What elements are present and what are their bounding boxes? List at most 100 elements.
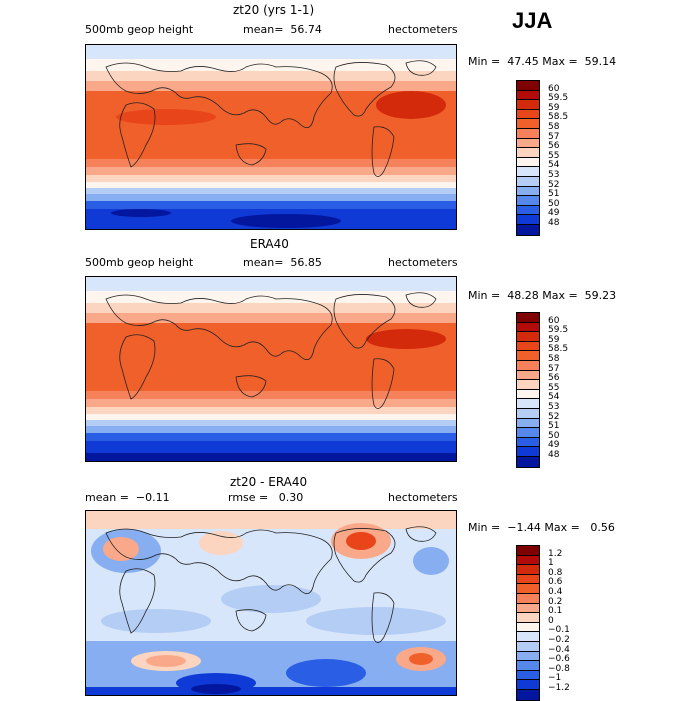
colorbar-label: −1	[548, 673, 562, 684]
colorbar-label: 60	[548, 315, 560, 326]
colorbar-cell	[517, 603, 539, 614]
colorbar-cell	[517, 205, 539, 216]
map-panel	[85, 276, 457, 462]
colorbar-cell	[517, 90, 539, 101]
colorbar-cell	[517, 622, 539, 633]
colorbar-label: 51	[548, 421, 560, 432]
minmax-label: Min = 48.28 Max = 59.23	[468, 289, 617, 302]
colorbar-cell	[517, 128, 539, 139]
colorbar-label: −0.1	[548, 625, 570, 636]
colorbar-cell	[517, 389, 539, 400]
colorbar-label: 0.4	[548, 587, 563, 597]
colorbar-label: 0.6	[548, 577, 563, 588]
band-midlat-north	[86, 71, 456, 81]
colorbar-cell	[517, 341, 539, 352]
colorbar-cell	[517, 360, 539, 371]
mean-label: mean = −0.11	[85, 491, 170, 504]
colorbar-cell	[517, 418, 539, 429]
minmax-label: Min = 47.45 Max = 59.14	[468, 55, 617, 68]
colorbar-label: 48	[548, 450, 560, 460]
colorbar-cell	[517, 138, 539, 149]
colorbar-label: −0.6	[548, 654, 570, 665]
colorbar-cell	[517, 148, 539, 158]
colorbar-label: 58.5	[548, 112, 569, 123]
colorbar-cell	[517, 186, 539, 197]
colorbar-label: 0.1	[548, 606, 563, 617]
colorbar-label: −1.2	[548, 683, 570, 693]
colorbar-label: 50	[548, 198, 560, 209]
colorbar-cell	[517, 224, 539, 235]
colorbar-label: 49	[548, 208, 560, 219]
colorbar-label: 52	[548, 411, 560, 422]
field-label: 500mb geop height	[85, 23, 194, 36]
colorbar-cell	[517, 351, 539, 361]
colorbar-label: 53	[548, 402, 560, 412]
band-b	[86, 182, 456, 188]
colorbar-cell	[517, 215, 539, 225]
colorbar-cell	[517, 670, 539, 681]
mean-label: mean= 56.85	[243, 256, 322, 269]
map-panel	[85, 510, 457, 696]
colorbar-cell	[517, 81, 539, 91]
colorbar-label: 57	[548, 131, 560, 142]
colorbar-label: 59	[548, 334, 560, 345]
colorbar-cell	[517, 555, 539, 566]
mean-label: mean= 56.74	[243, 23, 322, 36]
colorbar-cell	[517, 437, 539, 448]
colorbar-label: 54	[548, 392, 560, 403]
units-label: hectometers	[388, 491, 458, 504]
colorbar-label: 58	[548, 122, 560, 132]
colorbar-cell	[517, 565, 539, 575]
band-polar-north	[86, 45, 456, 59]
colorbar-cell	[517, 680, 539, 690]
band-e	[86, 201, 456, 209]
colorbar-cell	[517, 109, 539, 120]
minmax-label: Min = −1.44 Max = 0.56	[468, 521, 615, 534]
min-south	[231, 214, 341, 228]
colorbar-label: 54	[548, 160, 560, 171]
colorbar-cell	[517, 574, 539, 585]
colorbar-label: 59.5	[548, 325, 569, 336]
rmse-label: rmse = 0.30	[228, 491, 304, 504]
colorbar-cell	[517, 399, 539, 409]
coastlines	[105, 526, 437, 643]
colorbar-cell	[517, 689, 539, 700]
colorbar-label: 57	[548, 363, 560, 374]
panel-title: ERA40	[250, 237, 289, 251]
colorbar-cell	[517, 584, 539, 594]
field-label: 500mb geop height	[85, 256, 194, 269]
colorbar-cell	[517, 380, 539, 390]
colorbar-label: 1	[548, 558, 554, 569]
colorbar-label: 56	[548, 373, 560, 384]
colorbar-cell	[517, 546, 539, 556]
colorbar-cell	[517, 456, 539, 467]
colorbar-label: 53	[548, 170, 560, 180]
colorbar-cell	[517, 428, 539, 438]
colorbar-cell	[517, 119, 539, 129]
colorbar-cell	[517, 632, 539, 642]
colorbar-cell	[517, 651, 539, 662]
units-label: hectometers	[388, 256, 458, 269]
units-label: hectometers	[388, 23, 458, 36]
colorbar-cell	[517, 176, 539, 187]
colorbar-label: 55	[548, 382, 560, 393]
colorbar-label: 0.2	[548, 596, 563, 607]
colorbar-label: 58	[548, 354, 560, 364]
colorbar-label: 49	[548, 440, 560, 451]
colorbar-cell	[517, 593, 539, 604]
colorbar-cell	[517, 100, 539, 110]
panel-title: zt20 - ERA40	[230, 475, 308, 489]
colorbar-cell	[517, 408, 539, 419]
colorbar-label: 59.5	[548, 93, 569, 104]
colorbar-cell	[517, 332, 539, 342]
colorbar-label: 56	[548, 141, 560, 152]
season-label: JJA	[512, 8, 553, 33]
colorbar-label: 1.2	[548, 548, 563, 559]
band-c	[86, 188, 456, 194]
band-subtrop-north	[86, 81, 456, 91]
colorbar-cell	[517, 370, 539, 381]
band-subtrop-south	[86, 159, 456, 167]
colorbar-cell	[517, 313, 539, 323]
colorbar-cell	[517, 447, 539, 457]
colorbar-label: 52	[548, 179, 560, 190]
